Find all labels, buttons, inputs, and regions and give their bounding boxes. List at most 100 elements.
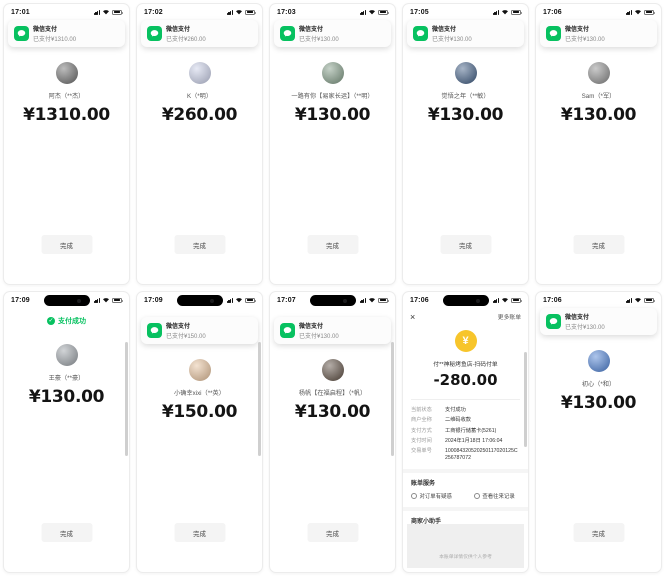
bill-row-merchant: 商户全称 二维码收款 <box>411 417 471 424</box>
dynamic-island <box>43 295 90 306</box>
wechat-pay-notification[interactable]: 微信支付 已支付¥130.00 <box>540 308 657 335</box>
notification-body: 已支付¥130.00 <box>299 334 339 340</box>
wechat-pay-icon <box>546 26 561 41</box>
scrollbar[interactable] <box>390 342 394 456</box>
notification-body: 已支付¥150.00 <box>166 334 206 340</box>
done-button[interactable]: 完成 <box>174 235 225 254</box>
bill-service-header: 账单服务 <box>411 480 436 487</box>
payee-name: 觉悟之年（**敏） <box>441 93 490 100</box>
bill-service-history-link[interactable]: 查看往来记录 <box>473 492 515 500</box>
wifi-icon <box>103 298 109 303</box>
payment-amount: ¥260.00 <box>161 105 238 125</box>
wechat-pay-icon <box>413 26 428 41</box>
payee-avatar <box>587 350 610 372</box>
status-icons <box>226 9 256 15</box>
wechat-pay-notification[interactable]: 微信支付 已支付¥130.00 <box>274 317 391 344</box>
merchant-helper-header: 商家小助手 <box>411 518 442 525</box>
payee-avatar <box>321 359 344 381</box>
dynamic-island <box>442 295 489 306</box>
bill-service-question-link[interactable]: 对订单有疑惑 <box>411 492 452 500</box>
done-button[interactable]: 完成 <box>307 235 358 254</box>
status-bar: 17:07 <box>270 292 395 304</box>
status-icons <box>359 9 389 15</box>
phone-screenshot-6: 17:09 ✓ 支付成功 王豪（**豪） ¥130.00 完成 <box>3 291 130 573</box>
wechat-pay-icon <box>14 26 29 41</box>
scrollbar[interactable] <box>257 342 261 456</box>
wechat-pay-notification[interactable]: 微信支付 已支付¥260.00 <box>141 20 258 47</box>
signal-icon <box>359 9 366 15</box>
status-icons <box>492 9 522 15</box>
bill-row-time: 支付时间 2024年1月18日 17:06:04 <box>411 437 503 444</box>
wechat-pay-notification[interactable]: 微信支付 已支付¥130.00 <box>540 20 657 47</box>
wechat-pay-notification[interactable]: 微信支付 已支付¥1310.00 <box>8 20 125 47</box>
notification-title: 微信支付 <box>565 315 590 321</box>
close-icon[interactable]: × <box>410 311 416 322</box>
section-divider <box>403 506 528 511</box>
wechat-pay-icon <box>280 323 295 338</box>
status-icons <box>625 9 655 15</box>
status-bar: 17:02 <box>137 4 262 16</box>
status-icons <box>226 297 256 303</box>
scrollbar[interactable] <box>523 352 527 447</box>
battery-icon <box>644 297 655 303</box>
done-button[interactable]: 完成 <box>573 235 624 254</box>
payment-amount: ¥1310.00 <box>23 105 110 125</box>
phone-screenshot-3: 17:03 微信支付 已支付¥130.00 一路有你【易家长运】（**明） ¥1… <box>269 3 396 285</box>
payee-avatar <box>587 62 610 84</box>
done-button[interactable]: 完成 <box>41 523 92 542</box>
notification-title: 微信支付 <box>166 27 191 33</box>
wechat-pay-notification[interactable]: 微信支付 已支付¥130.00 <box>407 20 524 47</box>
notification-title: 微信支付 <box>565 27 590 33</box>
wechat-pay-icon <box>546 314 561 329</box>
section-divider <box>403 468 528 473</box>
battery-icon <box>245 297 256 303</box>
signal-icon <box>226 297 233 303</box>
payee-avatar <box>55 344 78 366</box>
notification-title: 微信支付 <box>33 27 58 33</box>
done-button[interactable]: 完成 <box>174 523 225 542</box>
wechat-pay-notification[interactable]: 微信支付 已支付¥130.00 <box>274 20 391 47</box>
notification-body: 已支付¥260.00 <box>166 37 206 43</box>
battery-icon <box>511 297 522 303</box>
status-bar: 17:03 <box>270 4 395 16</box>
payee-name: K（*明） <box>186 93 213 100</box>
phone-screenshot-4: 17:05 微信支付 已支付¥130.00 觉悟之年（**敏） ¥130.00 … <box>402 3 529 285</box>
phone-screenshot-8: 17:07 微信支付 已支付¥130.00 杨帆【在福启程】（*帆） ¥130.… <box>269 291 396 573</box>
status-bar: 17:01 <box>4 4 129 16</box>
wifi-icon <box>236 10 242 15</box>
wifi-icon <box>236 298 242 303</box>
done-button[interactable]: 完成 <box>307 523 358 542</box>
more-bills-link[interactable]: 更多账单 <box>497 315 521 321</box>
question-icon <box>411 492 417 499</box>
payee-name: 小确幸xixi（**英） <box>174 390 225 397</box>
battery-icon <box>644 9 655 15</box>
battery-icon <box>378 9 389 15</box>
done-button[interactable]: 完成 <box>440 235 491 254</box>
check-icon: ✓ <box>47 317 55 325</box>
status-bar: 17:06 <box>403 292 528 304</box>
status-time: 17:01 <box>11 8 30 16</box>
status-time: 17:06 <box>410 296 429 304</box>
status-icons <box>359 297 389 303</box>
done-button[interactable]: 完成 <box>573 523 624 542</box>
payee-avatar <box>321 62 344 84</box>
payee-name: 王豪（**豪） <box>48 375 85 382</box>
done-button[interactable]: 完成 <box>41 235 92 254</box>
payment-amount: ¥130.00 <box>560 105 637 125</box>
battery-icon <box>112 9 123 15</box>
scrollbar[interactable] <box>124 342 128 456</box>
signal-icon <box>93 9 100 15</box>
signal-icon <box>359 297 366 303</box>
phone-screenshot-5: 17:06 微信支付 已支付¥130.00 Sam（*军） ¥130.00 完成 <box>535 3 662 285</box>
status-time: 17:06 <box>543 296 562 304</box>
status-bar: 17:06 <box>536 4 661 16</box>
payment-amount: ¥130.00 <box>294 402 371 422</box>
wechat-pay-notification[interactable]: 微信支付 已支付¥150.00 <box>141 317 258 344</box>
bill-title: 付**神秘烤鱼店-扫码付单 <box>433 362 498 368</box>
phone-screenshot-10: 17:06 微信支付 已支付¥130.00 初心（*和） ¥130.00 完成 <box>535 291 662 573</box>
payee-avatar <box>55 62 78 84</box>
wechat-pay-icon <box>280 26 295 41</box>
payment-amount: ¥130.00 <box>294 105 371 125</box>
dynamic-island <box>176 295 223 306</box>
